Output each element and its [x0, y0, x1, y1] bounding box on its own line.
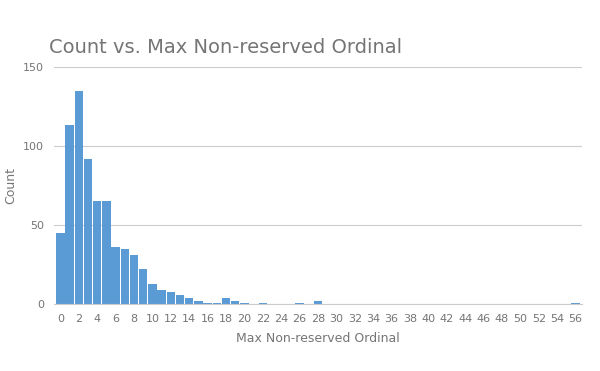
Bar [240, 303, 248, 304]
Bar [212, 303, 221, 304]
X-axis label: Max Non-reserved Ordinal: Max Non-reserved Ordinal [236, 332, 400, 345]
Bar [121, 249, 129, 304]
Bar [231, 301, 239, 304]
Bar [167, 292, 175, 304]
Text: Count vs. Max Non-reserved Ordinal: Count vs. Max Non-reserved Ordinal [49, 38, 402, 57]
Bar [112, 247, 120, 304]
Bar [93, 201, 101, 304]
Bar [203, 303, 212, 304]
Bar [295, 303, 304, 304]
Bar [222, 298, 230, 304]
Bar [74, 91, 83, 304]
Bar [139, 269, 148, 304]
Bar [130, 255, 138, 304]
Bar [571, 303, 580, 304]
Bar [176, 295, 184, 304]
Bar [314, 301, 322, 304]
Bar [259, 303, 267, 304]
Bar [148, 284, 157, 304]
Bar [84, 158, 92, 304]
Bar [56, 233, 65, 304]
Y-axis label: Count: Count [5, 167, 18, 204]
Bar [185, 298, 193, 304]
Bar [102, 201, 110, 304]
Bar [157, 290, 166, 304]
Bar [194, 301, 203, 304]
Bar [65, 125, 74, 304]
